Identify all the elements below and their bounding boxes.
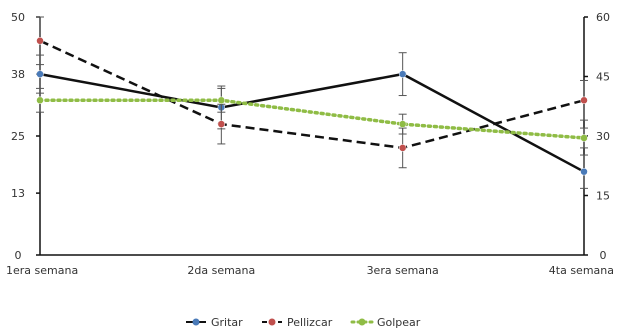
series-line	[39, 72, 585, 173]
data-point	[398, 70, 407, 78]
left-tick-label: 0	[15, 249, 22, 262]
left-tick-label: 38	[11, 68, 25, 81]
series-layer	[36, 16, 588, 189]
data-point	[217, 120, 226, 128]
legend-label: Pellizcar	[287, 316, 333, 329]
left-tick-label: 50	[11, 11, 25, 24]
legend-marker	[268, 318, 276, 326]
data-point	[398, 120, 407, 128]
data-point	[217, 96, 226, 105]
x-axis-ticks: 1era semana 2da semana 3era semana 4ta sema…	[6, 264, 614, 277]
data-point	[580, 134, 588, 142]
legend-item: Pellizcar	[262, 316, 333, 329]
data-point	[36, 96, 44, 105]
x-tick-label: 2da semana	[187, 264, 255, 277]
x-tick-label: 1era semana	[6, 264, 78, 277]
series-line	[39, 39, 585, 150]
series-pellizcar	[36, 16, 588, 169]
axes	[39, 17, 585, 256]
legend-marker	[192, 318, 200, 326]
data-point	[36, 70, 44, 78]
legend-item: Gritar	[186, 316, 243, 329]
legend-item: Golpear	[350, 316, 421, 329]
right-tick-label: 60	[596, 11, 610, 24]
series-golpear	[36, 87, 588, 149]
data-point	[398, 144, 407, 152]
data-point	[580, 167, 588, 176]
right-tick-label: 0	[600, 249, 607, 262]
x-tick-label: 4ta semana	[549, 264, 614, 277]
legend: Gritar Pellizcar Golpear	[186, 316, 421, 329]
right-axis-ticks: 0 15 30 45 60	[584, 11, 610, 262]
left-tick-label: 13	[11, 187, 25, 200]
series-gritar	[36, 52, 588, 189]
data-point	[36, 37, 44, 45]
legend-label: Gritar	[211, 316, 243, 329]
right-tick-label: 30	[596, 130, 610, 143]
x-tick-label: 3era semana	[367, 264, 439, 277]
series-line	[38, 98, 586, 140]
left-tick-label: 25	[11, 130, 25, 143]
data-point	[580, 96, 588, 105]
legend-label: Golpear	[377, 316, 421, 329]
left-axis-ticks: 0 13 25 38 50	[11, 11, 40, 262]
right-tick-label: 45	[596, 71, 610, 84]
legend-marker	[358, 318, 366, 326]
right-tick-label: 15	[596, 190, 610, 203]
